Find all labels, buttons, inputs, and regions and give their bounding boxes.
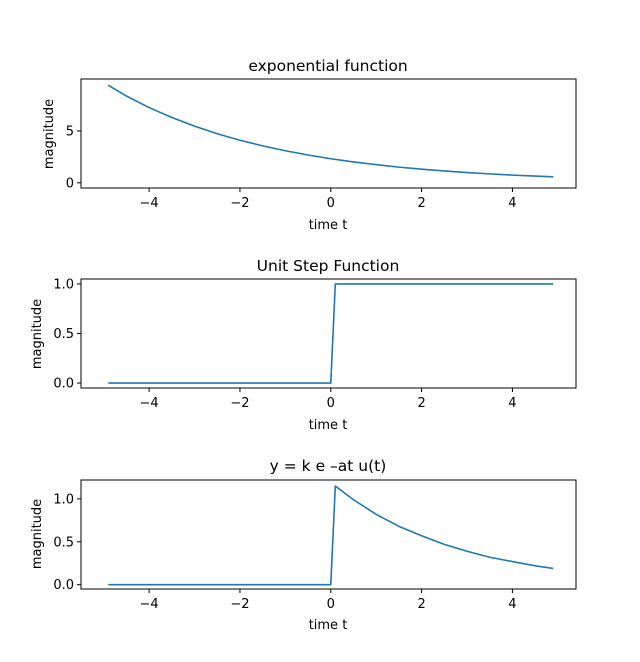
axes-frame [80, 479, 577, 590]
x-axis-label: time t [309, 418, 348, 433]
y-axis-label: magnitude [30, 299, 45, 369]
y-axis-label: magnitude [42, 99, 57, 169]
x-tick-label: 4 [508, 396, 516, 411]
axes-frame [80, 78, 577, 189]
y-tick-label: 0.0 [53, 578, 74, 593]
x-tick-label: 2 [417, 196, 425, 211]
series-line [108, 283, 554, 384]
x-tick-label: 4 [508, 597, 516, 612]
x-tick-label: 0 [327, 396, 335, 411]
y-tick-label: 0 [66, 176, 74, 191]
x-tick-label: −4 [140, 196, 159, 211]
plot-area: −4 −2 0 2 4 0 5 [66, 78, 577, 211]
x-tick-label: −4 [140, 396, 159, 411]
y-tick-label: 1.0 [53, 277, 74, 292]
x-tick-label: 0 [327, 196, 335, 211]
y-tick-label: 0.0 [53, 377, 74, 392]
x-tick-label: 2 [417, 396, 425, 411]
plot-area: −4 −2 0 2 4 0.0 0.5 1.0 [53, 277, 577, 411]
subplot-title: exponential function [248, 57, 407, 75]
x-tick-label: −2 [230, 396, 249, 411]
y-tick-label: 1.0 [53, 492, 74, 507]
series-line [108, 485, 554, 586]
series-line [107, 84, 554, 178]
subplot-unit-step: Unit Step Function −4 −2 0 2 4 0.0 0.5 1.0 time… [30, 257, 577, 433]
y-tick-label: 0.5 [53, 535, 74, 550]
x-tick-label: −4 [140, 597, 159, 612]
subplot-title: Unit Step Function [257, 257, 400, 275]
x-tick-label: 2 [417, 597, 425, 612]
x-axis-label: time t [309, 218, 348, 233]
subplot-decaying-step: y = k e –at u(t) −4 −2 0 2 4 0.0 0.5 1.0 time t… [30, 457, 577, 633]
x-tick-label: −2 [230, 597, 249, 612]
y-tick-label: 5 [66, 124, 74, 139]
x-axis-label: time t [309, 618, 348, 633]
plot-area: −4 −2 0 2 4 0.0 0.5 1.0 [53, 479, 577, 612]
y-tick-label: 0.5 [53, 327, 74, 342]
subplot-title: y = k e –at u(t) [270, 457, 387, 475]
x-tick-label: 4 [508, 196, 516, 211]
y-axis-label: magnitude [30, 499, 45, 569]
x-tick-label: 0 [327, 597, 335, 612]
subplot-exponential: exponential function −4 −2 0 2 4 0 5 time t ma… [42, 57, 577, 233]
x-tick-label: −2 [230, 196, 249, 211]
